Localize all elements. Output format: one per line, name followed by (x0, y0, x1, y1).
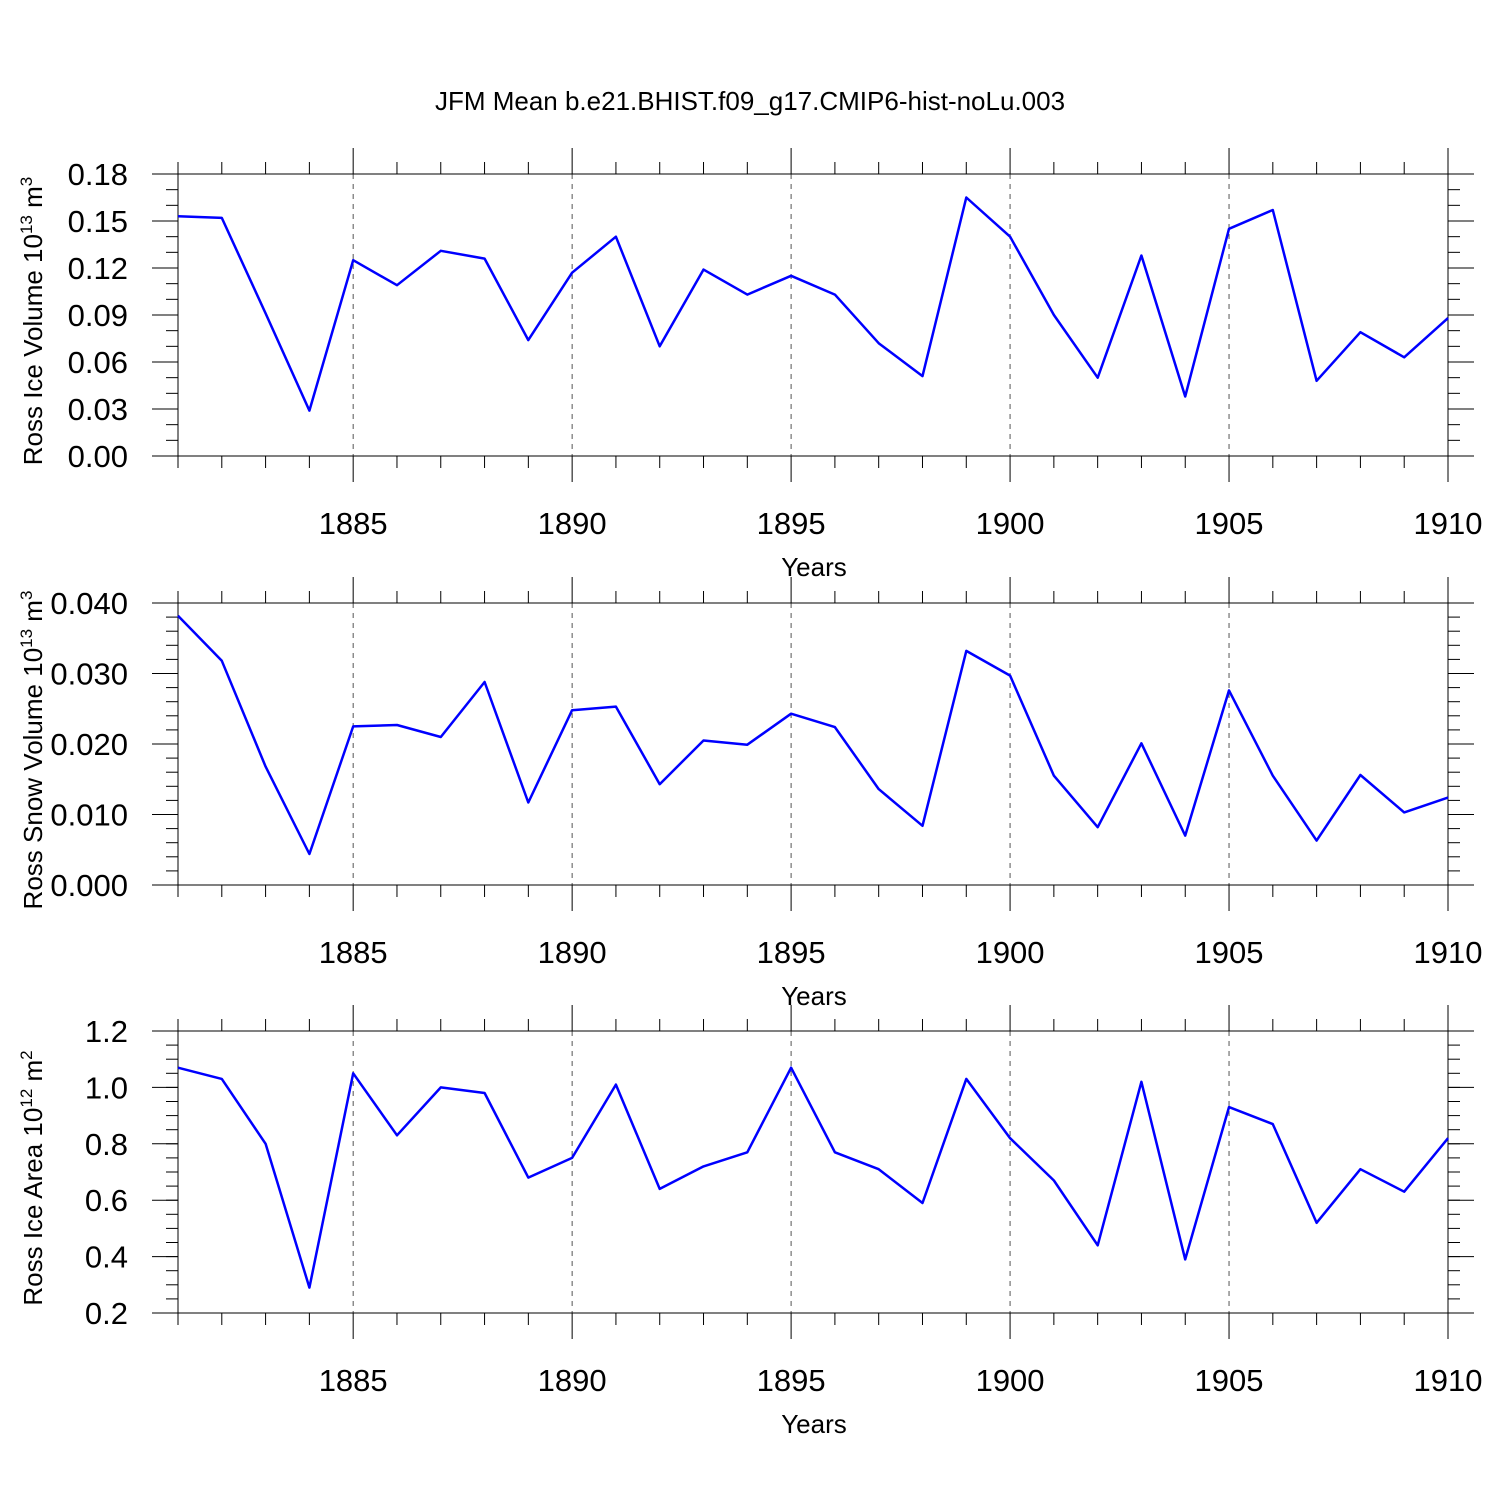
y-tick-label: 0.020 (50, 727, 128, 762)
x-tick-label: 1895 (757, 935, 826, 970)
x-axis-label: Years (781, 1409, 847, 1439)
chart-panel-2: 0.000 0.010 0.020 0.030 0.040 1885 1890 1895 190… (17, 577, 1482, 1011)
x-tick-label: 1890 (538, 935, 607, 970)
plot-frame (177, 602, 1449, 886)
y-tick-label: 0.4 (85, 1240, 128, 1275)
y-tick-label: 0.6 (85, 1183, 128, 1218)
x-axis-label: Years (781, 552, 847, 582)
series-line (177, 196, 1449, 412)
y-tick-label: 0.00 (68, 439, 128, 474)
y-tick-label: 1.2 (85, 1014, 128, 1049)
x-tick-label: 1900 (976, 506, 1045, 541)
y-tick-label: 0.2 (85, 1296, 128, 1331)
y-tick-label: 0.18 (68, 157, 128, 192)
y-tick-label: 0.12 (68, 251, 128, 286)
y-axis-label: Ross Ice Volume 1013 m3 (17, 177, 48, 466)
x-tick-label: 1905 (1195, 1363, 1264, 1398)
chart-panel-3: 0.2 0.4 0.6 0.8 1.0 1.2 1885 1890 1895 1900 1905 19… (17, 1005, 1482, 1439)
x-tick-label: 1910 (1414, 506, 1483, 541)
x-tick-label: 1885 (319, 506, 388, 541)
series-line (177, 1066, 1449, 1289)
y-axis-label: Ross Snow Volume 1013 m3 (17, 591, 48, 910)
y-tick-label: 0.15 (68, 204, 128, 239)
x-tick-label: 1905 (1195, 935, 1264, 970)
x-tick-label: 1890 (538, 1363, 607, 1398)
y-tick-label: 0.8 (85, 1127, 128, 1162)
plot-frame (177, 173, 1449, 457)
y-tick-label: 0.03 (68, 392, 128, 427)
chart-title: JFM Mean b.e21.BHIST.f09_g17.CMIP6-hist-… (435, 86, 1065, 116)
plot-frame (177, 1030, 1449, 1314)
y-axis-label: Ross Ice Area 1012 m2 (17, 1050, 48, 1305)
panels: 0.00 0.03 0.06 0.09 0.12 0.15 0.18 1885 1890 1895… (17, 148, 1482, 1439)
x-tick-label: 1885 (319, 935, 388, 970)
x-tick-label: 1885 (319, 1363, 388, 1398)
x-tick-label: 1900 (976, 935, 1045, 970)
y-tick-label: 0.09 (68, 298, 128, 333)
x-axis-label: Years (781, 981, 847, 1011)
x-tick-label: 1910 (1414, 1363, 1483, 1398)
series-line (177, 614, 1449, 856)
y-tick-label: 0.000 (50, 868, 128, 903)
x-tick-label: 1905 (1195, 506, 1264, 541)
y-tick-label: 0.010 (50, 798, 128, 833)
chart-panel-1: 0.00 0.03 0.06 0.09 0.12 0.15 0.18 1885 1890 1895… (17, 148, 1482, 582)
y-tick-label: 1.0 (85, 1070, 128, 1105)
y-tick-label: 0.06 (68, 345, 128, 380)
x-tick-label: 1900 (976, 1363, 1045, 1398)
y-tick-label: 0.040 (50, 586, 128, 621)
x-tick-label: 1910 (1414, 935, 1483, 970)
x-tick-label: 1890 (538, 506, 607, 541)
x-tick-label: 1895 (757, 1363, 826, 1398)
x-tick-label: 1895 (757, 506, 826, 541)
y-tick-label: 0.030 (50, 657, 128, 692)
